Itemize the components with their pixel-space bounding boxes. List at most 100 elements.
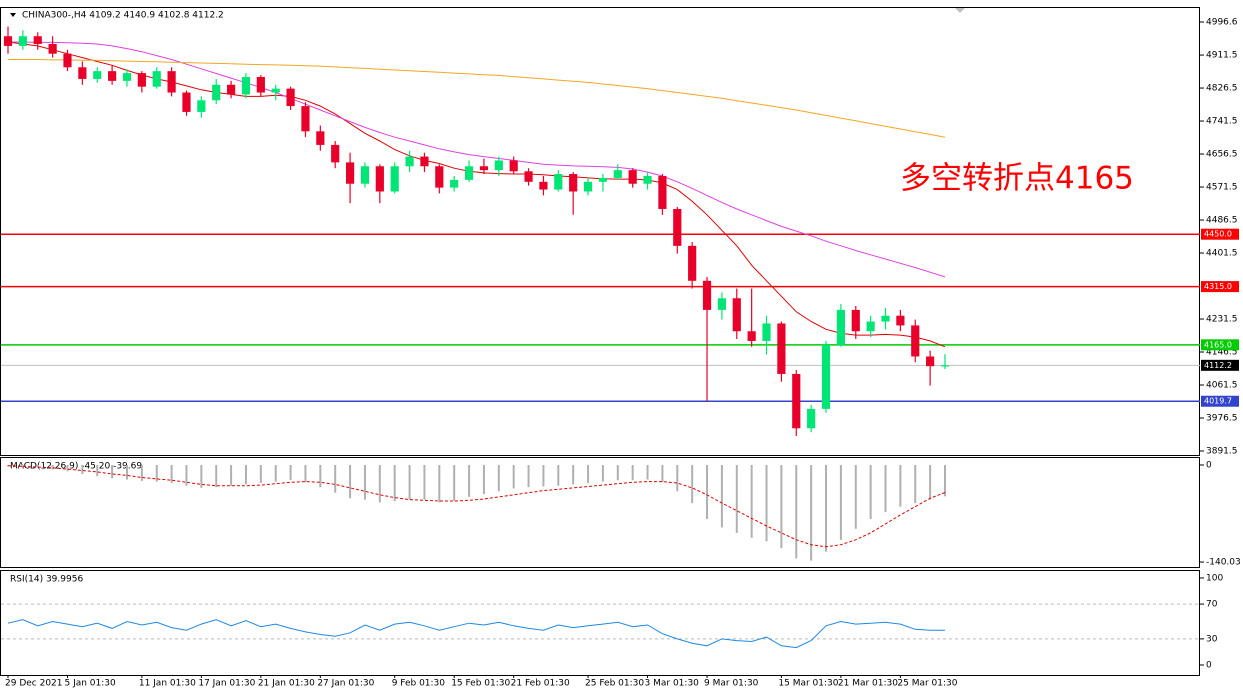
y-tick-label: 4826.5 (1206, 84, 1238, 94)
candle-body (152, 71, 161, 87)
y-tick-label: 4231.5 (1206, 315, 1238, 325)
y-tick-label: 0 (1206, 460, 1212, 470)
y-tick-label: 4911.5 (1206, 51, 1238, 61)
y-tick-label: -140.03 (1206, 558, 1241, 568)
x-tick-label: 27 Jan 01:30 (317, 679, 374, 689)
candle-body (673, 208, 682, 246)
candle-body (167, 71, 176, 93)
candle-body (301, 106, 310, 132)
y-tick-label: 4741.5 (1206, 117, 1238, 127)
level-label: 4450.0 (1204, 230, 1232, 239)
x-tick-label: 25 Mar 01:30 (897, 679, 957, 689)
level-label-bg (1201, 339, 1239, 351)
y-tick-label: 4996.6 (1206, 18, 1238, 28)
candle-body (450, 179, 459, 188)
candle-body (702, 280, 712, 310)
candle-body (598, 177, 608, 182)
candle-body (539, 181, 548, 190)
candle-body (583, 181, 593, 192)
candle-body (821, 344, 831, 409)
candle-body (717, 298, 726, 310)
shift-marker (955, 8, 965, 13)
price-label-bg (1201, 359, 1239, 371)
candle-body (658, 175, 667, 209)
x-tick-label: 3 Mar 01:30 (645, 679, 700, 689)
candle-body (464, 166, 474, 180)
candle-body (182, 92, 191, 112)
x-tick-label: 25 Feb 01:30 (585, 679, 644, 689)
candle-body (881, 315, 890, 322)
y-tick-label: 4146.5 (1206, 348, 1238, 358)
x-tick-label: 21 Jan 01:30 (258, 679, 315, 689)
candle-body (122, 73, 132, 81)
candle-body (836, 309, 845, 345)
x-tick-label: 17 Jan 01:30 (198, 679, 255, 689)
candle-body (405, 156, 414, 167)
candle-body (420, 156, 429, 167)
y-tick-label: 70 (1206, 600, 1218, 610)
level-label-bg (1201, 281, 1239, 293)
y-tick-label: 3891.5 (1206, 447, 1238, 457)
candle-body (435, 166, 444, 188)
y-tick-label: 4401.5 (1206, 249, 1238, 259)
candle-body (569, 174, 578, 192)
candle-body (940, 365, 950, 367)
candle-body (108, 71, 117, 81)
level-label: 4019.7 (1204, 397, 1232, 406)
candle-body (866, 321, 875, 332)
signal-line (7, 465, 946, 548)
x-tick-label: 15 Mar 01:30 (778, 679, 838, 689)
x-tick-label: 11 Jan 01:30 (139, 679, 196, 689)
macd-title: MACD(12,26,9) -45.20 -39.69 (10, 462, 142, 472)
candle-body (227, 84, 236, 95)
rsi-title: RSI(14) 39.9956 (10, 575, 83, 585)
macd-pane (0, 457, 1200, 568)
candle-body (896, 315, 905, 326)
moving-average (8, 41, 946, 278)
candle-body (241, 76, 251, 95)
candle-body (360, 166, 370, 184)
candle-body (732, 298, 741, 332)
moving-average (7, 41, 946, 348)
candle-body (331, 144, 340, 163)
candle-body (524, 171, 533, 182)
candle-body (18, 36, 27, 46)
candle-body (286, 88, 295, 107)
chart-title: CHINA300-,H4 4109.2 4140.9 4102.8 4112.2 (22, 11, 224, 21)
candle-body (554, 174, 563, 190)
rsi-pane (0, 570, 1200, 676)
candle-body (375, 166, 384, 192)
candle-body (63, 53, 72, 68)
y-tick-label: 4061.5 (1206, 381, 1238, 391)
y-tick-label: 0 (1206, 660, 1212, 670)
y-tick-label: 3976.5 (1206, 414, 1238, 424)
x-tick-label: 21 Feb 01:30 (511, 679, 570, 689)
x-tick-label: 21 Mar 01:30 (838, 679, 898, 689)
candle-body (762, 323, 771, 341)
candle-body (851, 309, 860, 332)
candle-body (316, 131, 325, 145)
candle-body (643, 175, 652, 184)
x-tick-label: 5 Jan 01:30 (64, 679, 116, 689)
candle-body (271, 88, 280, 93)
price-label: 4112.2 (1204, 361, 1232, 370)
candle-body (33, 36, 42, 44)
candle-body (137, 73, 146, 87)
candle-body (613, 170, 622, 178)
x-tick-label: 29 Dec 2021 (5, 679, 63, 689)
candle-body (212, 84, 221, 101)
candle-body (792, 373, 801, 429)
x-tick-label: 9 Mar 01:30 (704, 679, 759, 689)
candle-body (197, 100, 206, 112)
candle-body (479, 166, 489, 171)
candle-body (345, 162, 355, 184)
candle-body (628, 170, 637, 184)
y-tick-label: 100 (1206, 573, 1223, 583)
y-tick-label: 4571.5 (1206, 183, 1238, 193)
rsi-line (7, 619, 945, 649)
candle-body (93, 71, 102, 79)
annotation: 多空转折点4165 (900, 161, 1134, 197)
candle-body (494, 160, 503, 171)
